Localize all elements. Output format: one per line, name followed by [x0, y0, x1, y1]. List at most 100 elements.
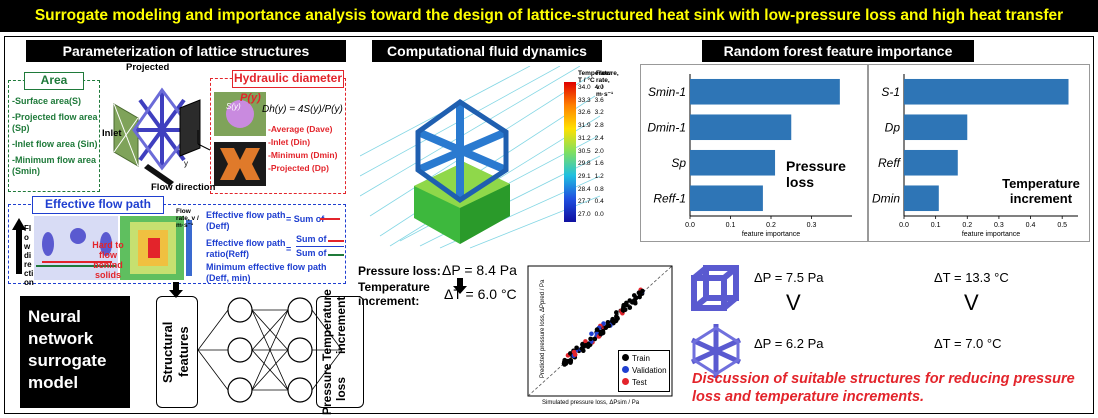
flow-direction-label: Flow direction: [151, 182, 216, 193]
eff-path-eq: = Sum of: [286, 214, 325, 224]
hydraulic-sections: [214, 92, 266, 186]
rf-xlabel: feature importance: [962, 231, 1020, 238]
hydraulic-formula: Dh(y) = 4S(y)/P(y): [262, 104, 343, 115]
rf-xlabel: feature importance: [742, 231, 800, 238]
nn-node: [227, 377, 253, 403]
scatter-point: [606, 323, 612, 329]
legend-train: Train: [632, 354, 650, 363]
cube-lattice-icon: [691, 265, 739, 311]
temp-tick: 28.4: [578, 185, 591, 193]
nn-node: [227, 337, 253, 363]
rf-category-label: Sp: [671, 156, 686, 170]
scatter-point: [588, 336, 593, 342]
hydraulic-item: -Average (Dave): [268, 124, 333, 134]
temp-tick: 29.1: [578, 172, 591, 180]
rf-bar: [904, 185, 939, 212]
star-lattice-icon: [690, 324, 742, 378]
scatter-xlabel: Simulated pressure loss, ΔPsim / Pa: [542, 400, 640, 406]
discussion-text: Discussion of suitable structures for re…: [692, 371, 1075, 405]
scatter-point: [620, 307, 626, 313]
area-label: Area: [24, 72, 84, 90]
rf-category-label: Reff-1: [653, 191, 686, 205]
rf-bar: [690, 114, 792, 141]
rf-tick-label: 0.2: [766, 222, 776, 229]
area-item: -Surface area(S): [12, 96, 82, 106]
scatter-point: [614, 314, 619, 319]
rf-bar: [690, 185, 763, 212]
rf-category-label: Smin-1: [648, 85, 686, 99]
rf-tick-label: 0.0: [899, 222, 909, 229]
green-line-key: [328, 254, 344, 256]
ratio-denominator: Sum of: [296, 248, 327, 258]
nn-edge: [311, 309, 343, 351]
rf-chart-left: Smin-1 Dmin-1 Sp Reff-1 0.0 0.1 0.2 0.3 feature …: [647, 74, 852, 238]
rf-tick-label: 0.4: [1026, 222, 1036, 229]
temp-tick: 33.3: [578, 96, 591, 104]
scatter-legend: Train Validation Test: [618, 350, 670, 392]
area-items: -Surface area(S) -Projected flow area (S…: [12, 96, 98, 177]
hydraulic-item: -Projected (Dp): [268, 163, 329, 173]
nn-edge: [251, 309, 289, 351]
flow-dir-label: Flow direction: [24, 224, 34, 287]
flow-tick: 0.0: [594, 211, 604, 219]
area-item: -Projected flow area (Sp): [12, 112, 98, 133]
nn-label: Neural network surrogate model: [20, 296, 130, 408]
scatter-point: [589, 331, 594, 337]
nn-output-labels: Pressure loss Temperature increment: [320, 289, 360, 414]
scatter-point: [581, 348, 586, 354]
axis-y-label: y: [184, 159, 188, 168]
scatter-point: [598, 331, 603, 337]
ratio-fraction: Sum of Sum of: [296, 234, 344, 259]
scatter-point: [605, 319, 611, 325]
nn-edge: [251, 309, 289, 391]
eff-path-label: Effective flow path (Deff): [206, 210, 286, 231]
flow-path-field: [34, 216, 192, 280]
rf-category-label: Dmin-1: [647, 120, 686, 134]
temp-tick: 29.8: [578, 160, 591, 168]
rf-tick-label: 0.2: [962, 222, 972, 229]
nn-output-pressure: Pressure loss: [320, 363, 348, 415]
temp-tick: 31.9: [578, 122, 591, 130]
cfd-title: Computational fluid dynamics: [372, 40, 602, 62]
star-temp: ΔT = 7.0 °C: [934, 336, 1002, 351]
scatter-point: [594, 327, 600, 332]
flow-tick: 2.4: [594, 134, 604, 142]
rf-tick-label: 0.3: [994, 222, 1004, 229]
area-item: -Minimum flow area (Smin): [12, 155, 97, 176]
rf-bar: [904, 78, 1069, 105]
flow-tick: 2.8: [594, 122, 604, 130]
flow-tick: 4.0: [594, 84, 604, 91]
hydraulic-items: -Average (Dave) -Inlet (Din) -Minimum (D…: [268, 124, 337, 174]
rf-tick-label: 0.0: [685, 222, 695, 229]
scatter-point: [632, 299, 637, 304]
cfd-colorbar-title: Temperature, T / °C: [578, 70, 619, 84]
scatter-point: [637, 291, 643, 296]
rf-category-label: Dp: [885, 120, 901, 134]
nn-input-label: Structural features: [160, 321, 191, 383]
rf-bar: [904, 149, 958, 176]
cfd-colorbar-title2: Flow rate, v / m·s⁻¹: [596, 70, 614, 98]
temp-ticks: 34.0 4.0 33.3 3.6 32.6 3.2 31.9 2.8 31.2 2.4 30.5 2…: [578, 82, 604, 222]
path-colorbar-title: Flow rate, v / m·s⁻¹: [176, 208, 199, 229]
red-line-key: [328, 240, 344, 242]
temp-tick: 27.0: [578, 211, 591, 219]
pressure-loss-value: ΔP = 8.4 Pa: [442, 262, 517, 278]
flow-tick: 0.8: [594, 185, 604, 193]
legend-test: Test: [632, 378, 647, 387]
less-than-1: V: [786, 290, 801, 315]
scatter-point: [627, 305, 633, 310]
eff-ratio-label: Effective flow path ratio(Reff): [206, 238, 286, 259]
rf-chart-right-frame: [868, 64, 1090, 242]
rf-bar: [690, 78, 840, 105]
nn-diagram: [197, 297, 343, 403]
star-pressure: ΔP = 6.2 Pa: [754, 336, 824, 351]
temp-tick: 31.2: [578, 134, 591, 142]
arrows: [169, 278, 467, 298]
rf-left-annotation: Pressure loss: [786, 158, 846, 190]
scatter-point: [631, 293, 637, 298]
nn-node: [287, 377, 313, 403]
flow-tick: 1.6: [594, 160, 604, 168]
rf-chart-left-frame: [640, 64, 868, 242]
scatter-point: [601, 321, 606, 326]
scatter-point: [583, 339, 588, 344]
